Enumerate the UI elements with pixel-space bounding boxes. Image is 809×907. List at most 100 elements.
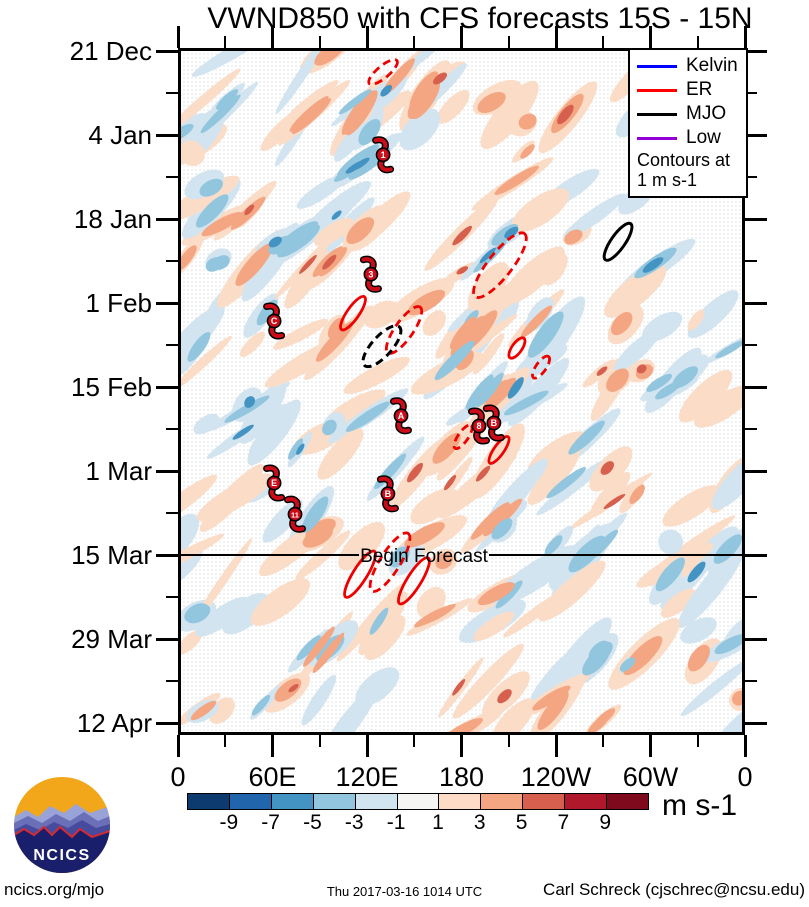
y-axis-label: 21 Dec — [69, 36, 152, 66]
y-minor-tick — [745, 92, 757, 94]
x-major-tick — [649, 735, 652, 757]
cyclone-label: E — [271, 478, 277, 488]
colorbar-cell — [271, 794, 314, 809]
colorbar-tick-label: 3 — [473, 811, 486, 834]
y-minor-tick — [745, 428, 757, 430]
x-minor-tick — [696, 36, 699, 48]
legend-item: Low — [637, 126, 746, 150]
cyclone-label: 8 — [476, 421, 481, 431]
y-minor-tick — [745, 680, 757, 682]
cyclone-label: C — [271, 316, 278, 326]
x-major-tick — [554, 26, 558, 48]
y-major-tick — [745, 49, 767, 53]
y-major-tick — [745, 217, 767, 221]
x-minor-tick — [602, 36, 605, 48]
wave-ellipse-mjo — [361, 324, 403, 369]
wave-ellipse-er — [397, 556, 431, 606]
legend-line-swatch — [637, 112, 677, 116]
colorbar-tick-label: 1 — [432, 811, 444, 834]
x-major-tick — [460, 26, 463, 48]
y-axis-label: 1 Feb — [85, 288, 153, 318]
y-minor-tick — [745, 512, 757, 514]
y-axis-label: 4 Jan — [88, 120, 152, 150]
y-minor-tick — [166, 428, 178, 430]
ncics-logo-art: NCICS — [14, 777, 110, 873]
colorbar-tick-label: -7 — [261, 811, 280, 834]
x-minor-tick — [696, 735, 699, 747]
x-minor-tick — [224, 735, 227, 747]
y-major-tick — [156, 469, 178, 473]
colorbar-tick-label: 9 — [599, 811, 612, 834]
x-major-tick — [271, 26, 274, 48]
y-minor-tick — [745, 344, 757, 346]
y-axis-label: 15 Feb — [71, 372, 152, 402]
cyclone-label: 3 — [368, 269, 373, 279]
legend-item: MJO — [637, 102, 746, 126]
x-major-tick — [176, 735, 180, 757]
y-major-tick — [156, 553, 178, 557]
colorbar-tick-label: -3 — [344, 811, 364, 834]
legend-line-swatch — [637, 136, 677, 140]
y-major-tick — [745, 133, 767, 137]
colorbar-cell — [481, 794, 524, 809]
y-axis-label: 12 Apr — [76, 708, 152, 738]
x-axis-label: 180 — [438, 762, 485, 792]
y-major-tick — [745, 469, 767, 473]
legend-note-line1: Contours at — [637, 150, 731, 170]
x-minor-tick — [318, 36, 321, 48]
y-axis-label: 18 Jan — [73, 204, 152, 234]
colorbar-cell — [188, 794, 230, 809]
y-major-tick — [156, 49, 178, 53]
colorbar-cell — [607, 794, 648, 809]
wave-ellipse-er — [339, 295, 367, 332]
y-major-tick — [156, 133, 178, 137]
legend-item-label: Low — [686, 127, 721, 148]
legend-box: Kelvin ER MJO Low Contours at 1 m s-1 — [628, 48, 748, 198]
y-major-tick — [745, 385, 767, 389]
y-major-tick — [745, 301, 767, 305]
y-major-tick — [745, 721, 767, 725]
wave-ellipse-er — [452, 423, 474, 451]
wave-ellipse-er — [367, 58, 399, 86]
y-minor-tick — [166, 92, 178, 94]
wave-contours — [339, 58, 634, 606]
colorbar — [187, 793, 649, 810]
x-axis-label: 120W — [520, 762, 592, 792]
x-major-tick — [365, 735, 369, 757]
y-minor-tick — [166, 680, 178, 682]
cyclone-icon: A — [390, 397, 412, 435]
y-major-tick — [745, 637, 767, 641]
x-axis-label: 120E — [335, 762, 399, 792]
cyclone-icon: 1 — [372, 136, 395, 174]
colorbar-tick-label: -9 — [219, 811, 239, 834]
colorbar-tick-label: -1 — [386, 811, 406, 834]
x-major-tick — [460, 735, 463, 757]
x-minor-tick — [224, 36, 227, 48]
y-major-tick — [156, 301, 178, 305]
wave-ellipse-er — [368, 531, 412, 593]
wave-ellipse-er — [531, 354, 551, 380]
legend-line-swatch — [637, 64, 677, 68]
y-minor-tick — [166, 260, 178, 262]
wave-ellipse-er — [472, 231, 528, 299]
legend-item-label: MJO — [686, 103, 727, 124]
colorbar-unit-label: m s-1 — [662, 789, 737, 822]
x-axis-label: 60E — [248, 762, 297, 792]
footer-timestamp: Thu 2017-03-16 1014 UTC — [326, 884, 483, 899]
legend-line-swatch — [637, 88, 677, 92]
x-minor-tick — [413, 36, 416, 48]
footer-author: Carl Schreck (cjschrec@ncsu.edu) — [543, 880, 805, 899]
colorbar-cell — [565, 794, 608, 809]
y-minor-tick — [745, 176, 757, 178]
cyclone-label: 11 — [291, 510, 299, 519]
wave-ellipse-er — [507, 336, 527, 360]
cyclone-icon: 3 — [359, 255, 382, 293]
legend-items: Kelvin ER MJO Low — [637, 54, 746, 150]
colorbar-tick-label: 7 — [557, 811, 570, 834]
cyclone-icon: B — [482, 404, 505, 442]
begin-forecast-label: Begin Forecast — [360, 546, 489, 567]
y-minor-tick — [166, 596, 178, 598]
wave-ellipse-er — [384, 305, 424, 355]
x-major-tick — [743, 26, 747, 48]
colorbar-cell — [397, 794, 440, 809]
